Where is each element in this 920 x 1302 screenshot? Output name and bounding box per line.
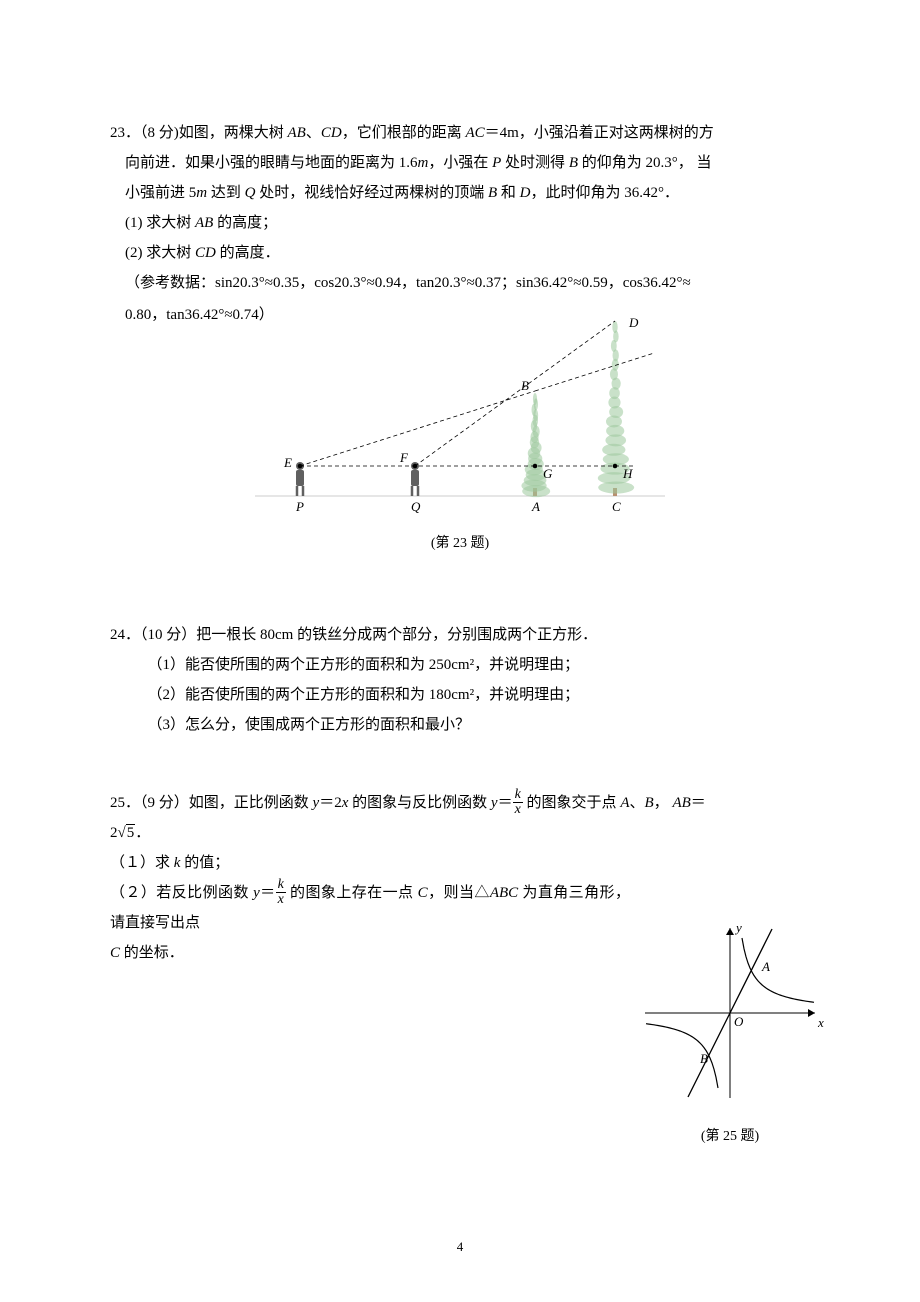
text: ＝ bbox=[691, 795, 706, 811]
svg-text:O: O bbox=[734, 1014, 744, 1029]
text: 达到 bbox=[207, 185, 245, 201]
text: ，此时仰角为 36.42°． bbox=[531, 185, 680, 201]
var-y: y bbox=[491, 795, 498, 811]
var-b: B bbox=[645, 795, 654, 811]
var-abc: ABC bbox=[490, 885, 518, 901]
svg-text:A: A bbox=[761, 959, 770, 974]
svg-text:H: H bbox=[622, 466, 633, 481]
text: 、 bbox=[306, 125, 321, 141]
q25: 25．（9 分）如图，正比例函数 y＝2x 的图象与反比例函数 y＝kx 的图象… bbox=[110, 788, 810, 968]
radicand: 5 bbox=[126, 824, 136, 841]
text: (1) 求大树 bbox=[125, 215, 195, 231]
text: ，小强在 bbox=[428, 155, 492, 171]
q23-svg: E F G H P Q A C B D bbox=[245, 316, 675, 526]
numerator: k bbox=[513, 788, 523, 802]
q23-part2: (2) 求大树 CD 的高度． bbox=[110, 238, 810, 268]
text: 的仰角为 20.3°， 当 bbox=[578, 155, 712, 171]
svg-text:E: E bbox=[283, 455, 292, 470]
q23-part1: (1) 求大树 AB 的高度； bbox=[110, 208, 810, 238]
text: 处时，视线恰好经过两棵树的顶端 bbox=[255, 185, 488, 201]
text: 小强前进 5 bbox=[125, 185, 196, 201]
q25-figure: y x O A B (第 25 题) bbox=[630, 918, 830, 1151]
q23-ref1: （参考数据：sin20.3°≈0.35，cos20.3°≈0.94，tan20.… bbox=[110, 268, 810, 298]
var-cd: CD bbox=[321, 125, 342, 141]
text: 和 bbox=[497, 185, 520, 201]
q23-line2: 向前进．如果小强的眼睛与地面的距离为 1.6m，小强在 P 处时测得 B 的仰角… bbox=[110, 148, 810, 178]
q24-heading: 24．（10 分）把一根长 80cm 的铁丝分成两个部分，分别围成两个正方形． bbox=[110, 620, 810, 650]
text: （２）若反比例函数 bbox=[110, 885, 253, 901]
text: 的图象交于点 bbox=[523, 795, 621, 811]
fraction-k-over-x: kx bbox=[276, 878, 286, 907]
fraction-k-over-x: kx bbox=[513, 788, 523, 817]
q25-part1: （１）求 k 的值； bbox=[110, 848, 810, 878]
text: 的值； bbox=[180, 855, 229, 871]
svg-text:G: G bbox=[543, 466, 553, 481]
text: ， bbox=[654, 795, 673, 811]
numerator: k bbox=[276, 878, 286, 892]
q25-line1: 25．（9 分）如图，正比例函数 y＝2x 的图象与反比例函数 y＝kx 的图象… bbox=[110, 788, 810, 818]
var-ab: AB bbox=[195, 215, 213, 231]
var-d: D bbox=[520, 185, 531, 201]
svg-text:y: y bbox=[734, 920, 742, 935]
text: ＝ bbox=[260, 885, 276, 901]
text: ＝ bbox=[498, 795, 513, 811]
var-ac: AC bbox=[465, 125, 484, 141]
var-q: Q bbox=[245, 185, 256, 201]
text: ＝2 bbox=[319, 795, 342, 811]
q24-part3: （3）怎么分，使围成两个正方形的面积和最小？ bbox=[110, 710, 810, 740]
text: 向前进．如果小强的眼睛与地面的距离为 1.6 bbox=[125, 155, 418, 171]
q23-line1: 23．（8 分)如图，两棵大树 AB、CD，它们根部的距离 AC＝4m，小强沿着… bbox=[110, 118, 810, 148]
svg-text:P: P bbox=[295, 499, 304, 514]
text: 的坐标． bbox=[120, 945, 184, 961]
var-cd: CD bbox=[195, 245, 216, 261]
svg-text:B: B bbox=[521, 378, 529, 393]
text: ． bbox=[135, 825, 150, 841]
var-m: m bbox=[196, 185, 207, 201]
text: 25．（9 分）如图，正比例函数 bbox=[110, 795, 313, 811]
text: 的图象上存在一点 bbox=[286, 885, 418, 901]
q25-caption: (第 25 题) bbox=[630, 1123, 830, 1151]
text: 23．（8 分)如图，两棵大树 bbox=[110, 125, 288, 141]
var-c: C bbox=[418, 885, 428, 901]
q23-figure: E F G H P Q A C B D bbox=[110, 316, 810, 526]
var-p: P bbox=[492, 155, 501, 171]
q24: 24．（10 分）把一根长 80cm 的铁丝分成两个部分，分别围成两个正方形． … bbox=[110, 620, 810, 740]
var-c: C bbox=[110, 945, 120, 961]
text: 、 bbox=[629, 795, 644, 811]
var-ab: AB bbox=[672, 795, 690, 811]
q25-svg: y x O A B bbox=[630, 918, 830, 1108]
svg-text:F: F bbox=[399, 450, 409, 465]
svg-text:D: D bbox=[628, 316, 639, 330]
text: ＝4m，小强沿着正对这两棵树的方 bbox=[485, 125, 714, 141]
q23: 23．（8 分)如图，两棵大树 AB、CD，它们根部的距离 AC＝4m，小强沿着… bbox=[110, 118, 810, 558]
var-b: B bbox=[569, 155, 578, 171]
svg-text:Q: Q bbox=[411, 499, 421, 514]
text: 的高度． bbox=[216, 245, 280, 261]
text: （１）求 bbox=[110, 855, 174, 871]
q25-line2: 2√5． bbox=[110, 818, 810, 848]
svg-text:B: B bbox=[700, 1051, 708, 1066]
text: 2 bbox=[110, 825, 118, 841]
page-number: 4 bbox=[0, 1234, 920, 1260]
text: (2) 求大树 bbox=[125, 245, 195, 261]
svg-text:x: x bbox=[817, 1015, 824, 1030]
q24-part2: （2）能否使所围的两个正方形的面积和为 180cm²，并说明理由； bbox=[110, 680, 810, 710]
text: 的图象与反比例函数 bbox=[348, 795, 491, 811]
svg-text:C: C bbox=[612, 499, 621, 514]
var-y: y bbox=[253, 885, 260, 901]
denominator: x bbox=[513, 802, 523, 817]
text: ，则当△ bbox=[428, 885, 490, 901]
var-ab: AB bbox=[288, 125, 306, 141]
q23-caption: (第 23 题) bbox=[110, 530, 810, 558]
denominator: x bbox=[276, 892, 286, 907]
var-m: m bbox=[418, 155, 429, 171]
sqrt5: √5 bbox=[118, 818, 136, 848]
q24-part1: （1）能否使所围的两个正方形的面积和为 250cm²，并说明理由； bbox=[110, 650, 810, 680]
var-b: B bbox=[488, 185, 497, 201]
text: 的高度； bbox=[213, 215, 277, 231]
q23-line3: 小强前进 5m 达到 Q 处时，视线恰好经过两棵树的顶端 B 和 D，此时仰角为… bbox=[110, 178, 810, 208]
text: ，它们根部的距离 bbox=[342, 125, 466, 141]
svg-text:A: A bbox=[531, 499, 540, 514]
text: 处时测得 bbox=[501, 155, 569, 171]
